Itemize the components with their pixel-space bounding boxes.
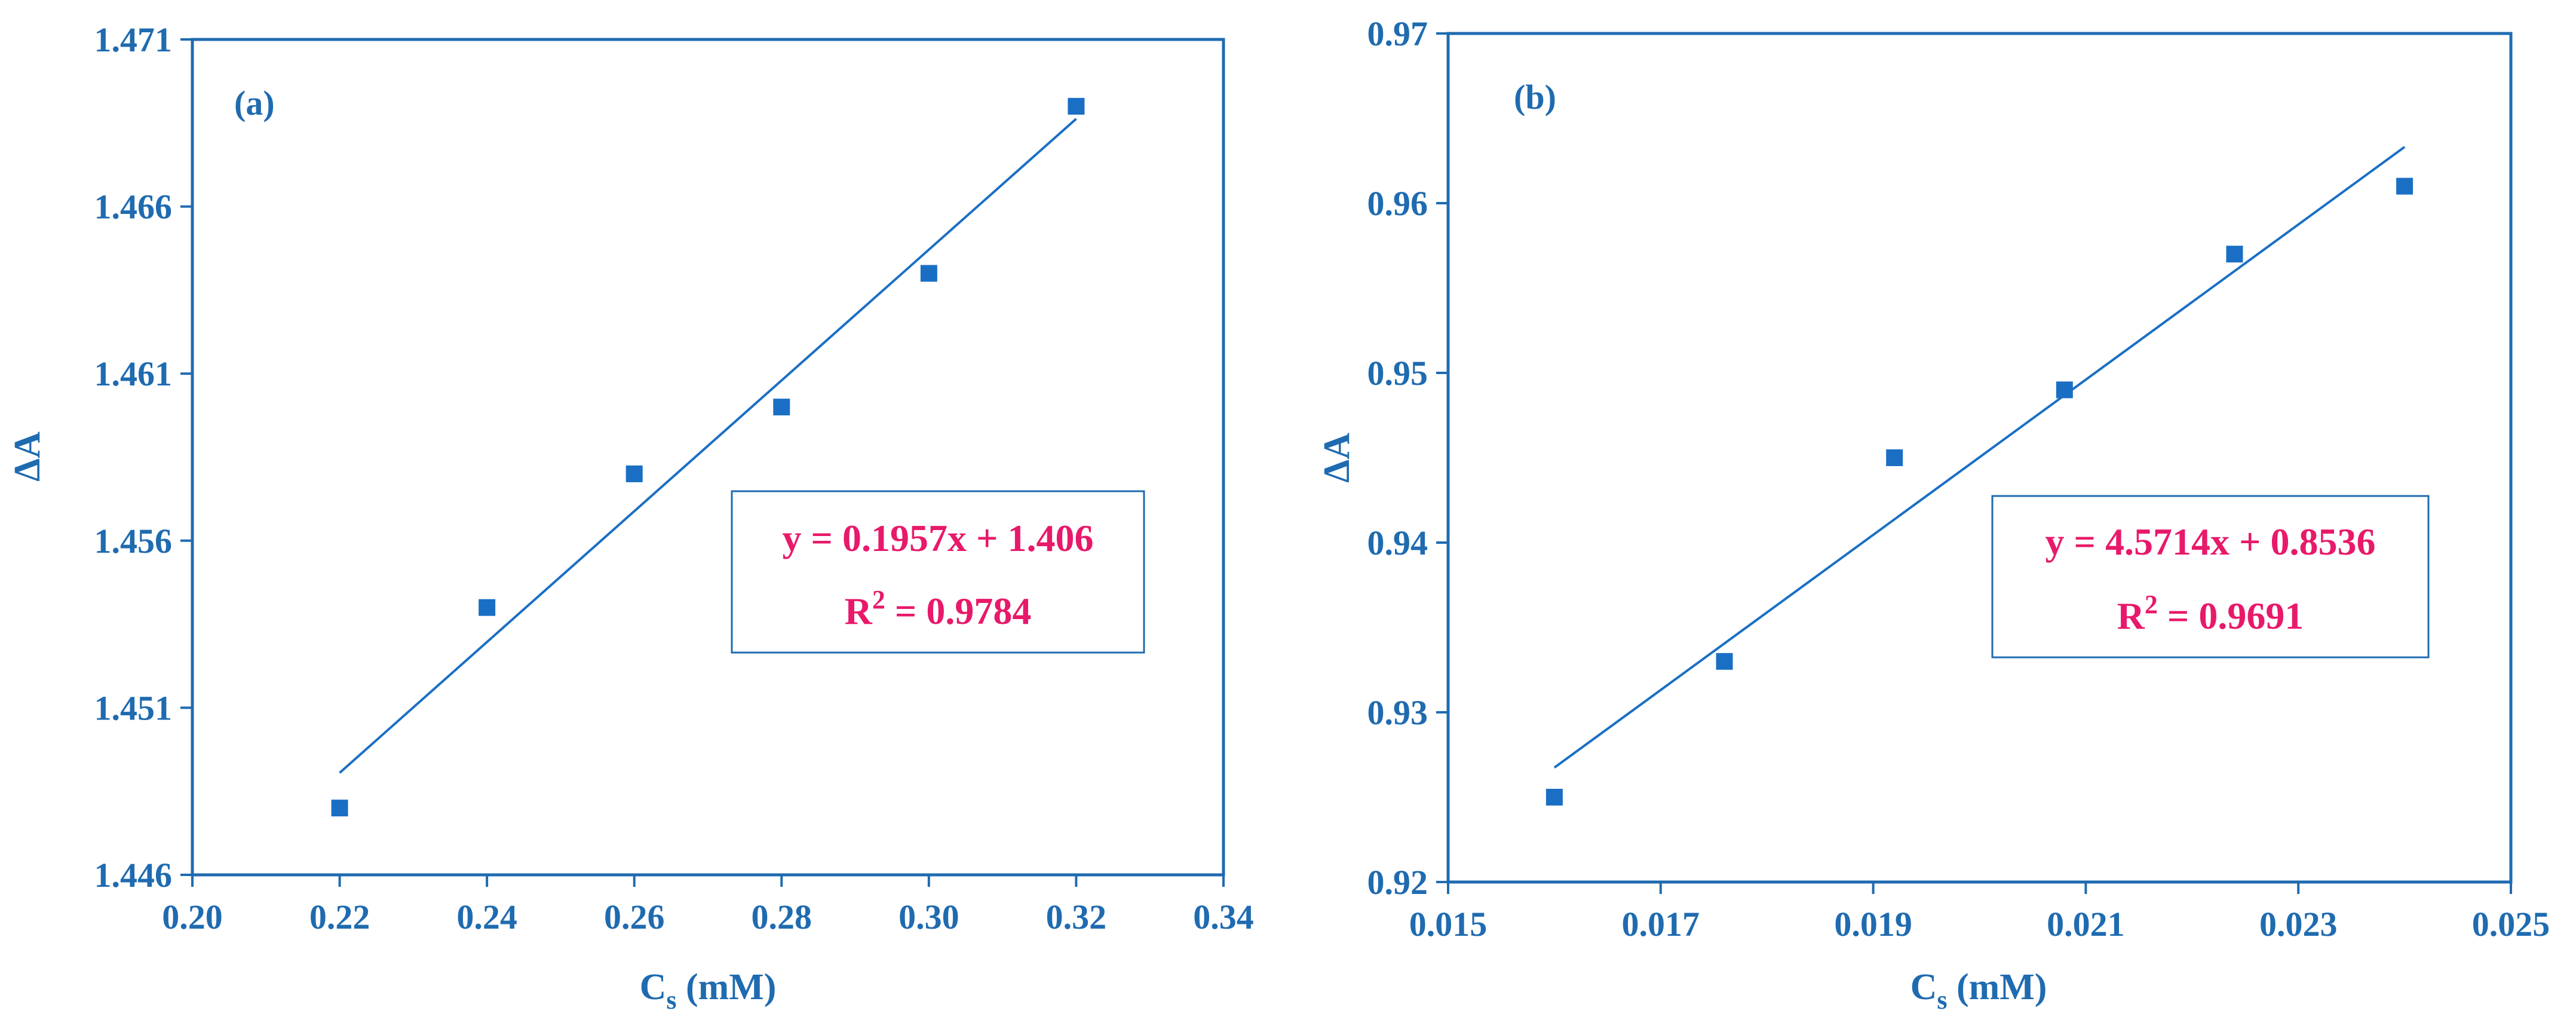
x-tick-label: 0.021 (2047, 905, 2125, 944)
x-tick-label: 0.32 (1046, 898, 1107, 936)
y-tick-label: 1.446 (94, 856, 173, 895)
data-points (1545, 177, 2414, 806)
data-point (773, 399, 790, 416)
x-axis-label-unit: (mM) (676, 967, 776, 1008)
axis-ticks: 0.20 0.22 0.24 0.26 0.28 0.30 0.32 0.34 1.446 1.4… (94, 20, 1254, 936)
panel-label: (a) (234, 84, 275, 123)
x-tick-label: 0.023 (2259, 905, 2338, 944)
x-tick-label: 0.025 (2472, 905, 2550, 944)
x-tick-label: 0.28 (752, 898, 812, 936)
data-points (331, 97, 1085, 817)
x-tick-label: 0.24 (456, 898, 517, 936)
x-tick-label: 0.34 (1193, 898, 1254, 936)
data-point (920, 265, 937, 282)
x-tick-label: 0.017 (1622, 905, 1700, 944)
y-tick-label: 1.471 (94, 20, 173, 59)
x-tick-label: 0.019 (1834, 905, 1912, 944)
r-squared-sup: 2 (872, 585, 885, 614)
x-axis-label-sub: s (666, 985, 676, 1015)
y-tick-label: 1.451 (94, 688, 173, 727)
y-tick-label: 0.92 (1367, 863, 1428, 902)
r-squared-value: = 0.9691 (2158, 595, 2304, 637)
data-point (2396, 177, 2414, 195)
fit-line-layer (339, 118, 1077, 774)
r-squared: R2 = 0.9784 (845, 585, 1032, 632)
x-axis-label: Cs (mM) (1910, 967, 2047, 1015)
y-tick-label: 0.94 (1367, 523, 1428, 562)
plot-frame (1446, 32, 2513, 884)
x-tick-label: 0.22 (309, 898, 370, 936)
r-squared-value: = 0.9784 (885, 590, 1031, 632)
data-point (2056, 381, 2073, 399)
y-tick-label: 0.96 (1367, 184, 1428, 223)
x-tick-label: 0.26 (604, 898, 665, 936)
data-point (479, 599, 496, 616)
panel-b: 0.015 0.017 0.019 0.021 0.023 0.025 0.92 0.93 0.… (1317, 14, 2550, 1015)
y-tick-label: 0.95 (1367, 354, 1428, 393)
x-axis-label: Cs (mM) (640, 967, 777, 1015)
r-squared-label: R (2117, 595, 2145, 637)
x-axis-label-sub: s (1937, 985, 1947, 1015)
equation-frame (1991, 495, 2430, 659)
fit-equation: y = 4.5714x + 0.8536 (2046, 520, 2376, 563)
y-axis-label: ΔA (1317, 433, 1357, 483)
r-squared-sup: 2 (2145, 590, 2158, 619)
fit-line-layer (1553, 146, 2406, 769)
equation-box: y = 0.1957x + 1.406 R2 = 0.9784 (731, 490, 1145, 654)
x-axis-label-unit: (mM) (1947, 967, 2047, 1008)
panel-a: 0.20 0.22 0.24 0.26 0.28 0.30 0.32 0.34 1.446 1.4… (7, 20, 1254, 1015)
x-axis-label-main: C (1910, 967, 1937, 1008)
data-point (1545, 789, 1563, 806)
data-point (1716, 653, 1733, 670)
y-tick-label: 1.461 (94, 354, 173, 393)
y-tick-label: 1.466 (94, 188, 173, 226)
data-point (1886, 449, 1903, 466)
fit-equation: y = 0.1957x + 1.406 (783, 517, 1094, 559)
y-tick-label: 1.456 (94, 522, 173, 561)
fit-line (1553, 146, 2406, 769)
plot-frame (191, 38, 1225, 877)
r-squared-label: R (845, 590, 873, 632)
y-tick-label: 0.97 (1367, 14, 1428, 53)
x-tick-label: 0.30 (898, 898, 959, 936)
equation-box: y = 4.5714x + 0.8536 R2 = 0.9691 (1991, 495, 2430, 659)
data-point (331, 800, 348, 817)
fit-line (339, 118, 1077, 774)
axis-ticks: 0.015 0.017 0.019 0.021 0.023 0.025 0.92 0.93 0.… (1367, 14, 2550, 944)
panel-label: (b) (1514, 78, 1556, 117)
equation-frame (731, 490, 1145, 654)
data-point (625, 465, 643, 482)
data-point (1068, 97, 1085, 115)
data-point (2226, 246, 2243, 263)
r-squared: R2 = 0.9691 (2117, 590, 2304, 637)
y-axis-label: ΔA (7, 431, 48, 482)
y-tick-label: 0.93 (1367, 693, 1428, 732)
x-tick-label: 0.015 (1409, 905, 1488, 944)
x-tick-label: 0.20 (162, 898, 223, 936)
x-axis-label-main: C (640, 967, 667, 1008)
